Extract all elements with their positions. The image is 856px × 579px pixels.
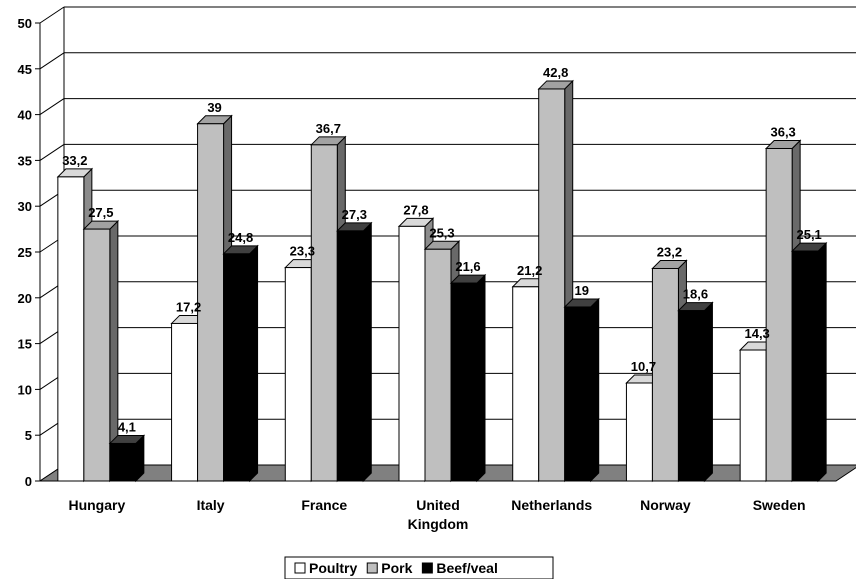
data-label: 25,1 <box>796 227 821 242</box>
x-tick-label: Sweden <box>753 497 806 513</box>
bar-front <box>197 123 225 482</box>
bar-front <box>398 225 426 482</box>
bar-front <box>512 286 540 482</box>
x-tick-label: France <box>301 497 347 513</box>
grid-diagonal <box>39 143 65 161</box>
bar-front <box>171 322 199 482</box>
bar-beef-veal <box>677 301 714 483</box>
bar-pork <box>82 219 120 483</box>
y-tick-label: 35 <box>18 153 32 168</box>
data-label: 4,1 <box>118 419 136 434</box>
y-tick-label: 0 <box>25 474 32 489</box>
bar-beef-veal <box>790 241 828 483</box>
x-tick-label: Netherlands <box>511 497 592 513</box>
legend-swatch <box>366 562 378 574</box>
bar-front <box>284 267 312 482</box>
legend-item: Pork <box>366 560 413 576</box>
legend: Poultry Pork Beef/veal <box>284 556 554 579</box>
data-label: 21,2 <box>517 263 542 278</box>
bar-beef-veal <box>222 244 259 483</box>
grid-diagonal <box>39 98 65 116</box>
legend-box <box>284 556 554 579</box>
data-label: 27,3 <box>342 207 367 222</box>
y-tick-label: 30 <box>18 199 32 214</box>
bar-beef-veal <box>449 273 487 483</box>
legend-label: Pork <box>381 560 412 576</box>
y-tick-label: 40 <box>18 108 32 123</box>
bar-front <box>739 349 767 482</box>
y-tick-label: 10 <box>18 382 32 397</box>
y-tick-label: 45 <box>18 62 32 77</box>
grid-diagonal <box>39 6 65 24</box>
bar-front <box>57 176 85 482</box>
bar-beef-veal <box>108 434 146 483</box>
bars <box>56 79 828 483</box>
legend-label: Beef/veal <box>436 560 497 576</box>
bar-front <box>223 253 251 482</box>
bar-front <box>791 250 819 482</box>
data-label: 42,8 <box>543 65 568 80</box>
x-tick-label: Italy <box>197 497 225 513</box>
bar-front <box>310 144 338 482</box>
bar-front <box>677 310 705 482</box>
bar-side <box>590 297 600 483</box>
bar-front <box>424 248 452 482</box>
data-label: 36,7 <box>316 121 341 136</box>
y-tick-label: 15 <box>18 337 32 352</box>
bar-beef-veal <box>563 297 600 483</box>
bar-side <box>817 241 827 483</box>
bar-front <box>109 442 137 482</box>
data-label: 27,8 <box>403 202 428 217</box>
data-label: 36,3 <box>770 124 795 139</box>
bar-front <box>538 88 566 482</box>
bar-beef-veal <box>336 221 373 483</box>
y-tick-label: 20 <box>18 291 32 306</box>
data-label: 23,3 <box>290 244 315 259</box>
data-label: 24,8 <box>228 230 253 245</box>
legend-label: Poultry <box>309 560 357 576</box>
data-label: 19 <box>574 283 588 298</box>
grid-diagonal <box>39 52 65 70</box>
bar-front <box>564 306 592 482</box>
y-tick-label: 50 <box>18 16 32 31</box>
data-label: 33,2 <box>62 153 87 168</box>
data-label: 39 <box>207 100 221 115</box>
data-label: 27,5 <box>88 205 113 220</box>
x-tick-label: Hungary <box>68 497 125 513</box>
data-label: 17,2 <box>176 299 201 314</box>
y-tick-label: 25 <box>18 245 32 260</box>
bar-side <box>476 273 486 483</box>
x-tick-label: United <box>416 497 460 513</box>
data-label: 23,2 <box>657 244 682 259</box>
bar-front <box>83 228 111 482</box>
x-tick-label: Norway <box>640 497 691 513</box>
bar-front <box>450 282 478 482</box>
legend-item: Beef/veal <box>421 560 498 576</box>
bar-front <box>336 230 364 482</box>
bar-side <box>362 221 372 483</box>
bar-side <box>703 301 713 483</box>
bar-front <box>651 267 679 482</box>
data-label: 21,6 <box>455 259 480 274</box>
legend-swatch <box>421 562 433 574</box>
data-label: 18,6 <box>683 287 708 302</box>
x-tick-label: Kingdom <box>408 516 469 532</box>
legend-swatch <box>294 562 306 574</box>
category-labels: Hungary Italy France United Kingdom Netherlan… <box>68 497 805 532</box>
data-label: 10,7 <box>631 359 656 374</box>
data-label: 25,3 <box>429 225 454 240</box>
bar-front <box>625 382 653 482</box>
legend-item: Poultry <box>294 560 357 576</box>
y-tick-label: 5 <box>25 428 32 443</box>
data-label: 14,3 <box>744 326 769 341</box>
bar-front <box>765 147 793 482</box>
bar-side <box>249 244 259 483</box>
